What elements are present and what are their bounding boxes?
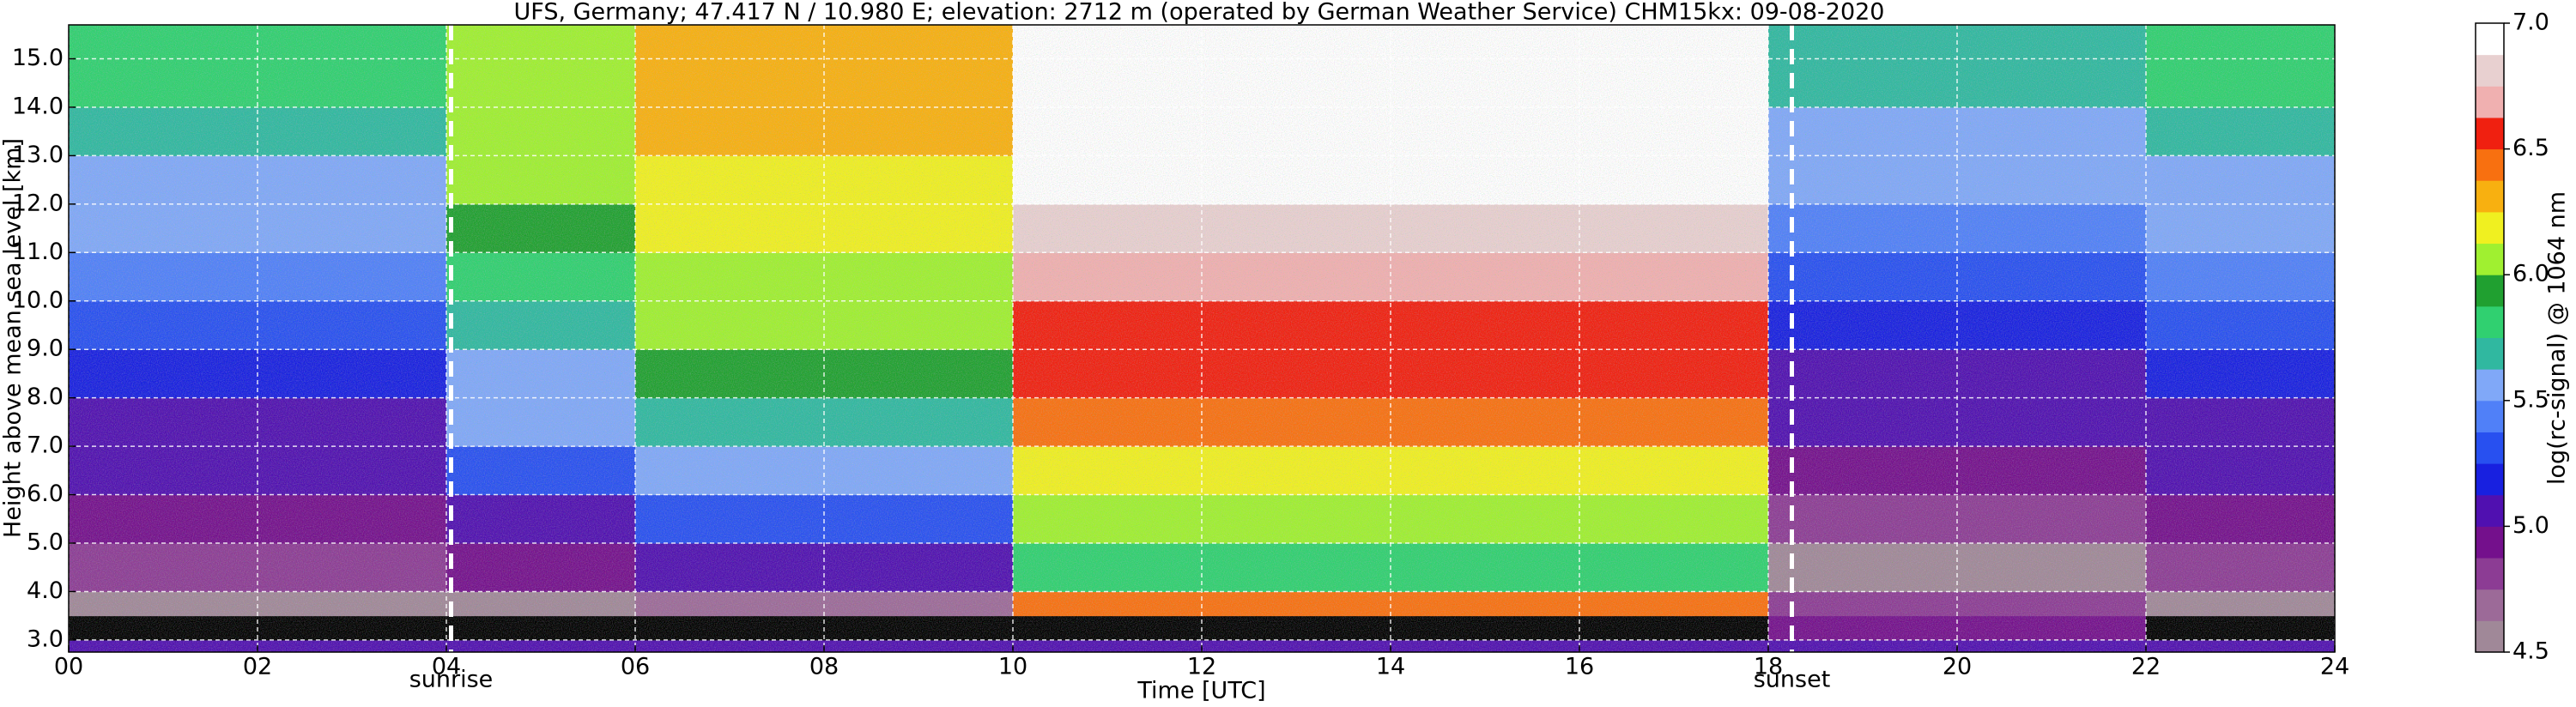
- x-tick-label: 08: [809, 654, 839, 680]
- y-tick-label: 4.0: [27, 577, 64, 604]
- x-tick-label: 06: [621, 654, 650, 680]
- colorbar-segment: [2476, 620, 2504, 653]
- x-tick-label: 20: [1943, 654, 1972, 680]
- x-tick-label: 00: [54, 654, 83, 680]
- y-tick-label: 14.0: [12, 93, 64, 119]
- colorbar-segment: [2476, 558, 2504, 590]
- chart-title: UFS, Germany; 47.417 N / 10.980 E; eleva…: [514, 0, 1885, 26]
- y-tick-label: 5.0: [27, 529, 64, 555]
- colorbar-segment: [2476, 180, 2504, 213]
- y-axis-label: Height above mean sea level [km]: [0, 138, 27, 538]
- y-tick-label: 7.0: [27, 432, 64, 459]
- colorbar-segment: [2476, 23, 2504, 56]
- colorbar-segment: [2476, 305, 2504, 338]
- colorbar-segment: [2476, 211, 2504, 245]
- y-tick-label: 6.0: [27, 480, 64, 507]
- colorbar-segment: [2476, 148, 2504, 181]
- x-tick-label: 14: [1376, 654, 1405, 680]
- colorbar-tick-label: 4.5: [2512, 638, 2549, 665]
- y-tick-label: 12.0: [12, 190, 64, 216]
- colorbar-tick-label: 5.0: [2512, 512, 2549, 539]
- colorbar-segment: [2476, 54, 2504, 87]
- colorbar-segment: [2476, 369, 2504, 402]
- x-tick-label: 16: [1565, 654, 1594, 680]
- colorbar-segment: [2476, 275, 2504, 307]
- colorbar-segment: [2476, 494, 2504, 527]
- y-tick-label: 11.0: [12, 239, 64, 265]
- colorbar-tick-label: 6.5: [2512, 135, 2549, 161]
- colorbar-segment: [2476, 337, 2504, 370]
- colorbar-segment: [2476, 243, 2504, 275]
- colorbar-segment: [2476, 463, 2504, 496]
- y-tick-label: 3.0: [27, 625, 64, 652]
- colorbar-frame: [2475, 22, 2505, 653]
- colorbar-tick-label: 7.0: [2512, 9, 2549, 36]
- y-tick-label: 9.0: [27, 335, 64, 362]
- y-tick-label: 15.0: [12, 45, 64, 71]
- annotation-label: sunset: [1754, 667, 1831, 693]
- colorbar-segment: [2476, 86, 2504, 118]
- colorbar-segment: [2476, 589, 2504, 621]
- colorbar-segment: [2476, 432, 2504, 464]
- x-axis-label: Time [UTC]: [1136, 678, 1265, 704]
- x-tick-label: 10: [998, 654, 1027, 680]
- x-tick-label: 04: [432, 654, 461, 680]
- colorbar-segment: [2476, 400, 2504, 432]
- annotation-label: sunrise: [409, 667, 494, 693]
- y-tick-label: 13.0: [12, 142, 64, 168]
- colorbar-segment: [2476, 117, 2504, 150]
- x-tick-label: 24: [2320, 654, 2349, 680]
- x-tick-label: 02: [243, 654, 272, 680]
- colorbar-tick-label: 6.0: [2512, 261, 2549, 287]
- colorbar-label: log(rc-signal) @ 1064 nm: [2544, 191, 2571, 485]
- colorbar-tick-label: 5.5: [2512, 386, 2549, 413]
- x-tick-label: 12: [1187, 654, 1216, 680]
- x-tick-label: 18: [1754, 654, 1783, 680]
- x-tick-label: 22: [2131, 654, 2161, 680]
- y-tick-label: 8.0: [27, 384, 64, 410]
- plot-frame: [68, 24, 2336, 653]
- y-tick-label: 10.0: [12, 287, 64, 313]
- colorbar-segment: [2476, 526, 2504, 559]
